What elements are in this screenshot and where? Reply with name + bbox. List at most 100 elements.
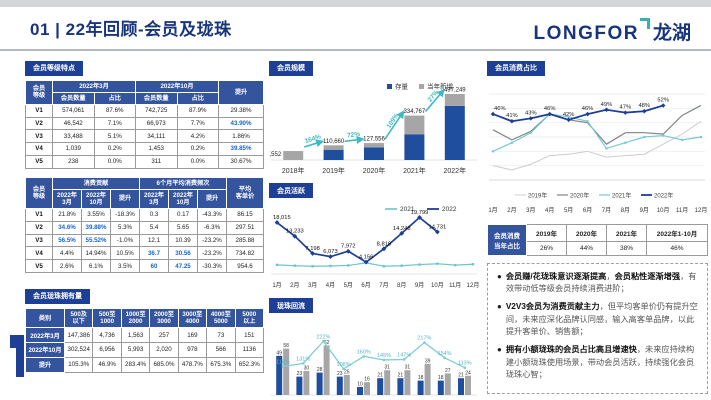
line-2022年: [492, 104, 664, 122]
table-cell: 5.4: [139, 220, 169, 235]
marker: [623, 109, 628, 115]
marker: [642, 108, 647, 113]
summary-year-header: 2022年1-10月: [646, 223, 708, 242]
chart-label: 31: [384, 365, 390, 371]
table-cell: 2022年3月: [25, 327, 65, 343]
chart-label: 5月: [564, 207, 573, 214]
table-cell: 0.0%: [93, 154, 136, 169]
table-cell: 提升: [25, 356, 65, 373]
chart-label: 10月: [657, 207, 670, 214]
column-header: 消费贡献: [52, 176, 140, 190]
column-header: 500及 以下: [63, 307, 94, 329]
marker-2021: [453, 263, 457, 267]
table-cell: 4.4%: [52, 246, 82, 261]
chart-label: 28: [317, 367, 323, 373]
table-cell: 4,736: [92, 327, 122, 343]
flow-rate-line: [282, 340, 466, 370]
summary-value: 26%: [526, 240, 567, 256]
insight-text-segment: 拥有小额珑珠的会员占比高且增速快: [505, 345, 637, 355]
column-header: 5000 以上: [234, 307, 265, 329]
table-cell: 34,111: [135, 129, 178, 144]
data-table: 类别 500及 以下 500至 1000 1000至 2000 2000至 3000 30…: [25, 307, 265, 373]
bar-consumed: [323, 345, 330, 395]
line-2021: [276, 262, 474, 267]
chart-label: 7月: [602, 207, 611, 214]
chart-label: 23: [297, 371, 303, 377]
chart-label: 222%: [316, 334, 330, 340]
marker: [586, 119, 589, 122]
chart-label: 4月: [326, 282, 335, 289]
table-cell: 33,488: [52, 129, 95, 144]
member-scale-chart: 67,552 2018年 110,660 2019年 127,556 2020年 334,7…: [269, 81, 477, 175]
table-cell: 311: [135, 154, 178, 169]
chart-label: 1月: [272, 282, 281, 289]
table-row: V5 238 0.0% 311 0.0% 30.67%: [25, 154, 264, 169]
chart-label: 2021: [400, 206, 415, 213]
chart-label: 2021年: [403, 166, 426, 175]
longzhu-flow-chart: 49581月23302月28623月23254月10165月21316月2131…: [271, 334, 477, 396]
data-table: 会员 等级 2022年3月 2022年10月 提升 会员数量 占比 会员数量 占比 V1 574,…: [25, 79, 264, 169]
table-cell: 734.82: [226, 246, 264, 261]
column-header: 2000至 3000: [149, 307, 179, 329]
chart-label: 9月: [640, 207, 649, 214]
table-row: 2022年10月 302,524 6,956 5,993 2,020 978 566 1136: [25, 341, 265, 358]
flow-rate-marker: [362, 355, 366, 358]
chart-label: 154%: [438, 351, 452, 357]
bar-consumed: [364, 382, 370, 395]
member-level-table: 会员 等级 2022年3月 2022年10月 提升 会员数量 占比 会员数量 占比 V1 574,…: [25, 79, 264, 169]
marker-2021: [400, 264, 403, 267]
bar-new: [444, 93, 465, 106]
table-row: V1 574,061 87.6% 742,725 87.9% 29.38%: [25, 103, 264, 118]
table-cell: 3.55%: [81, 208, 111, 222]
chart-label: 46%: [582, 106, 594, 112]
column-header: 会员数量: [135, 91, 178, 105]
table-cell: 297.51: [226, 220, 264, 235]
marker: [605, 146, 608, 150]
table-row: V1 21.8% 3.55% -18.3% 0.3 0.17 -43.3% 86.15: [25, 208, 264, 222]
table-cell: 86.15: [226, 208, 264, 222]
chart-label: 31: [405, 365, 411, 371]
insight-bullet: ● 拥有小额珑珠的会员占比高且增速快，未来应持续构建小额珑珠使用场景，带动会员活跃…: [497, 344, 698, 382]
column-header: 提升: [218, 79, 264, 105]
chart-label: 2022年: [654, 191, 673, 199]
column-header: 6个月平均消费频次: [139, 176, 227, 190]
column-header: 3000至 4000: [177, 307, 208, 329]
chart-label: 67,552: [269, 152, 282, 158]
bar-consumed: [303, 371, 310, 395]
insight-bullet: ● 会员赚/花珑珠意识逐渐提高，会员粘性逐渐增强，有效带动低等级会员持续消费进阶；: [497, 271, 698, 296]
table-cell: 46,542: [52, 116, 95, 131]
flow-rate-marker: [322, 340, 325, 343]
column-header: 2022年 3月: [139, 188, 169, 210]
chart-label: 72%: [347, 130, 361, 139]
marker-2021: [382, 265, 386, 268]
insight-text-segment: ，有效带动低等级会员持续消费进阶；: [505, 271, 697, 294]
column-header: 2022年 3月: [52, 188, 82, 210]
chart-label: 109%: [385, 111, 400, 129]
chart-label: 5月: [344, 282, 353, 289]
table-cell: 0.0%: [176, 154, 219, 169]
chart-label: 113%: [458, 361, 472, 367]
line-2021年: [492, 112, 702, 152]
chart-label: 2020年: [570, 191, 589, 199]
table-row: V3 56.5% 55.52% -1.0% 12.1 10.39 -23.2% 285.88: [25, 233, 264, 248]
bar-consumed: [283, 348, 290, 395]
legend-swatch: [387, 83, 392, 89]
chart-label: 2022年: [444, 166, 467, 175]
column-header: 500至 1000: [92, 307, 122, 329]
column-header: 占比: [93, 91, 136, 105]
insight-text: V2V3会员为消费贡献主力，但平均客单价仍有提升空间，未来应深化品牌认同感，输入…: [506, 301, 698, 339]
insight-text: 会员赚/花珑珠意识逐渐提高，会员粘性逐渐增强，有效带动低等级会员持续消费进阶；: [506, 271, 698, 296]
table-cell: 55.52%: [81, 233, 111, 248]
table-cell: 34.6%: [52, 220, 82, 235]
column-header: 平均 客单价: [226, 176, 264, 210]
chart-label: 7月: [379, 282, 388, 289]
table-cell: 742,725: [135, 103, 178, 118]
marker: [529, 131, 532, 134]
table-cell: V5: [25, 259, 53, 273]
bar-new: [323, 144, 344, 150]
chart-label: 3月: [308, 282, 317, 289]
chart-label: 6月: [361, 282, 370, 289]
chart-label: 160%: [357, 349, 371, 355]
consumption-contribution-table: 会员 等级 消费贡献 6个月平均消费频次 平均 客单价 2022年 3月 2022年 10…: [25, 176, 264, 273]
table-cell: 151: [234, 327, 265, 343]
